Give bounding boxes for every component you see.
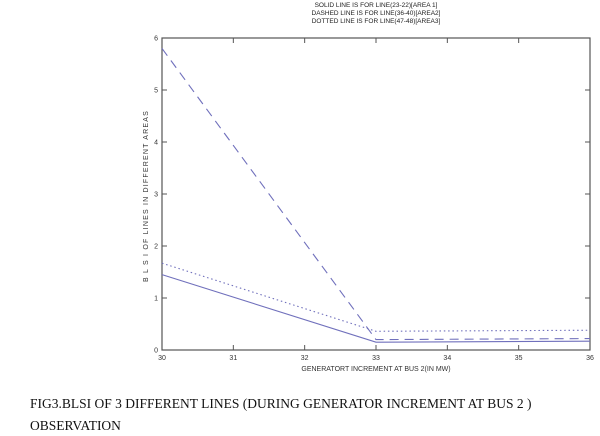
figure-caption: FIG3.BLSI OF 3 DIFFERENT LINES (DURING G… xyxy=(30,393,590,436)
legend-entry-solid: SOLID LINE IS FOR LINE(23-22)[AREA 1] xyxy=(314,2,438,9)
svg-text:35: 35 xyxy=(515,355,523,362)
svg-text:5: 5 xyxy=(154,88,158,95)
chart-axes xyxy=(161,37,591,351)
series-solid xyxy=(161,274,591,343)
caption-line-1: FIG3.BLSI OF 3 DIFFERENT LINES (DURING G… xyxy=(30,396,532,411)
svg-text:2: 2 xyxy=(154,244,158,251)
chart-series xyxy=(161,48,591,343)
svg-text:4: 4 xyxy=(154,140,158,147)
svg-text:0: 0 xyxy=(154,348,158,355)
caption-line-2: OBSERVATION xyxy=(30,418,121,433)
svg-text:31: 31 xyxy=(229,355,237,362)
svg-text:32: 32 xyxy=(301,355,309,362)
x-axis-label: GENERATORT INCREMENT AT BUS 2(IN MW) xyxy=(301,366,450,373)
legend-entry-dashed: DASHED LINE IS FOR LINE(36-40)[AREA2] xyxy=(311,10,441,17)
legend-entry-dotted: DOTTED LINE IS FOR LINE(47-48)[AREA3] xyxy=(311,18,441,25)
svg-text:34: 34 xyxy=(443,355,451,362)
y-axis-label: B L S I OF LINES IN DIFFERENT AREAS xyxy=(143,110,150,282)
svg-text:36: 36 xyxy=(586,355,594,362)
chart-legend: SOLID LINE IS FOR LINE(23-22)[AREA 1] DA… xyxy=(162,2,590,26)
series-dashed xyxy=(161,48,591,341)
svg-text:6: 6 xyxy=(154,36,158,43)
svg-text:1: 1 xyxy=(154,296,158,303)
svg-text:3: 3 xyxy=(154,192,158,199)
series-dotted xyxy=(161,262,591,332)
svg-text:30: 30 xyxy=(158,355,166,362)
svg-text:33: 33 xyxy=(372,355,380,362)
